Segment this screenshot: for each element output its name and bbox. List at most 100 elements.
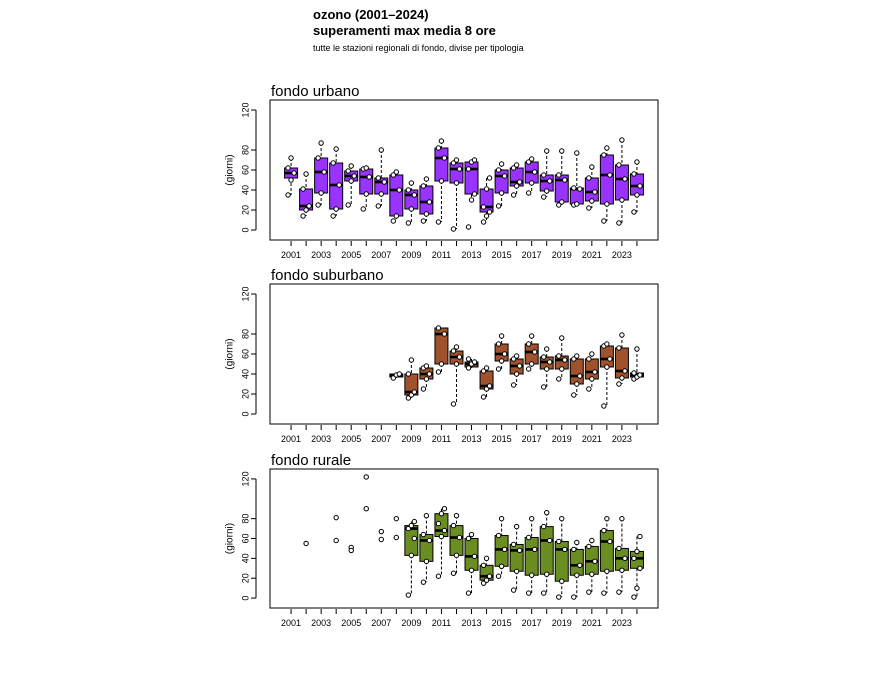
data-point	[450, 570, 457, 576]
y-axis-label: (giorni)	[225, 523, 236, 554]
box-2016	[509, 523, 524, 593]
data-point	[544, 346, 550, 352]
data-point	[601, 218, 607, 224]
data-point	[423, 176, 430, 182]
data-point	[528, 515, 535, 522]
data-point	[486, 383, 493, 389]
data-point	[486, 175, 493, 181]
data-point	[393, 169, 400, 175]
box-2012	[449, 157, 464, 232]
box-2013	[464, 157, 479, 230]
data-point	[423, 363, 430, 369]
box-body	[539, 526, 554, 575]
box-2008	[389, 371, 404, 381]
data-point	[303, 207, 309, 213]
data-point	[541, 172, 547, 178]
x-tick-label: 2013	[462, 434, 482, 444]
data-point	[577, 373, 583, 379]
box-2010	[419, 176, 434, 224]
data-point	[333, 146, 339, 152]
data-point	[604, 201, 610, 207]
data-point	[423, 558, 430, 565]
box-2024	[629, 533, 644, 600]
box-body	[314, 157, 329, 194]
data-point	[586, 543, 592, 550]
data-point	[547, 537, 553, 544]
chart-note: tutte le stazioni regionali di fondo, di…	[313, 43, 524, 53]
y-tick-label: 80	[240, 514, 250, 524]
y-tick-label: 80	[240, 329, 250, 339]
box-2006	[359, 165, 374, 212]
x-tick-label: 2011	[432, 250, 451, 260]
chart-subtitle: superamenti max media 8 ore	[313, 23, 496, 38]
data-point	[408, 357, 415, 363]
x-tick-label: 2015	[492, 618, 512, 628]
data-point	[592, 189, 598, 195]
data-point	[525, 534, 532, 541]
y-tick-label: 120	[240, 102, 250, 117]
data-point	[592, 558, 598, 565]
data-point	[363, 506, 369, 512]
box-2024	[629, 159, 644, 215]
data-point	[348, 178, 354, 184]
data-point	[513, 371, 520, 377]
x-tick-label: 2005	[341, 434, 361, 444]
data-point	[501, 351, 508, 357]
data-point	[453, 512, 460, 519]
panel-0: fondo urbano 0 20 40 60 80 120 (giorni) 2001 2003…	[225, 83, 659, 260]
data-point	[619, 515, 625, 522]
x-tick-label: 2023	[612, 250, 632, 260]
data-point	[468, 567, 475, 573]
data-point	[559, 515, 565, 522]
box-2004	[329, 146, 344, 219]
data-point	[616, 589, 622, 595]
data-point	[453, 361, 460, 367]
box-2019	[554, 335, 569, 382]
box-2010	[419, 512, 434, 585]
data-point	[531, 169, 538, 175]
data-point	[541, 194, 547, 200]
panel-title: fondo suburbano	[271, 267, 384, 284]
data-point	[333, 206, 339, 212]
data-point	[408, 180, 415, 186]
x-tick-label: 2023	[612, 434, 632, 444]
data-point	[408, 206, 415, 212]
box-2023	[614, 137, 629, 226]
data-point	[513, 353, 520, 359]
plot-frame	[269, 283, 659, 425]
panel-1: fondo suburbano 0 20 40 60 80 120 (giorni) 2001 2…	[225, 267, 659, 444]
data-point	[465, 166, 472, 172]
data-point	[541, 384, 547, 390]
data-point	[541, 354, 547, 360]
x-tick-label: 2015	[492, 434, 512, 444]
data-point	[501, 173, 508, 179]
data-point	[562, 546, 568, 553]
plot-frame	[269, 468, 659, 609]
data-point	[435, 369, 442, 375]
box-2013	[464, 531, 479, 596]
x-tick-label: 2007	[371, 618, 391, 628]
data-point	[589, 571, 595, 577]
data-point	[435, 219, 442, 225]
data-point	[601, 590, 607, 596]
data-point	[531, 349, 538, 355]
data-point	[453, 180, 460, 186]
data-point	[423, 512, 430, 519]
data-point	[528, 333, 535, 339]
header: ozono (2001–2024) superamenti max media …	[313, 7, 524, 55]
box-body	[584, 177, 599, 202]
data-point	[622, 368, 628, 374]
data-point	[562, 177, 568, 183]
data-point	[616, 381, 622, 387]
data-point	[577, 562, 583, 569]
data-point	[390, 218, 397, 224]
box-2017	[524, 515, 539, 596]
data-point	[456, 354, 463, 360]
data-point	[330, 213, 336, 219]
data-point	[604, 568, 610, 574]
data-point	[525, 190, 532, 196]
data-point	[480, 562, 487, 569]
data-point	[510, 587, 517, 593]
x-tick-label: 2001	[281, 618, 301, 628]
data-point	[378, 147, 384, 153]
